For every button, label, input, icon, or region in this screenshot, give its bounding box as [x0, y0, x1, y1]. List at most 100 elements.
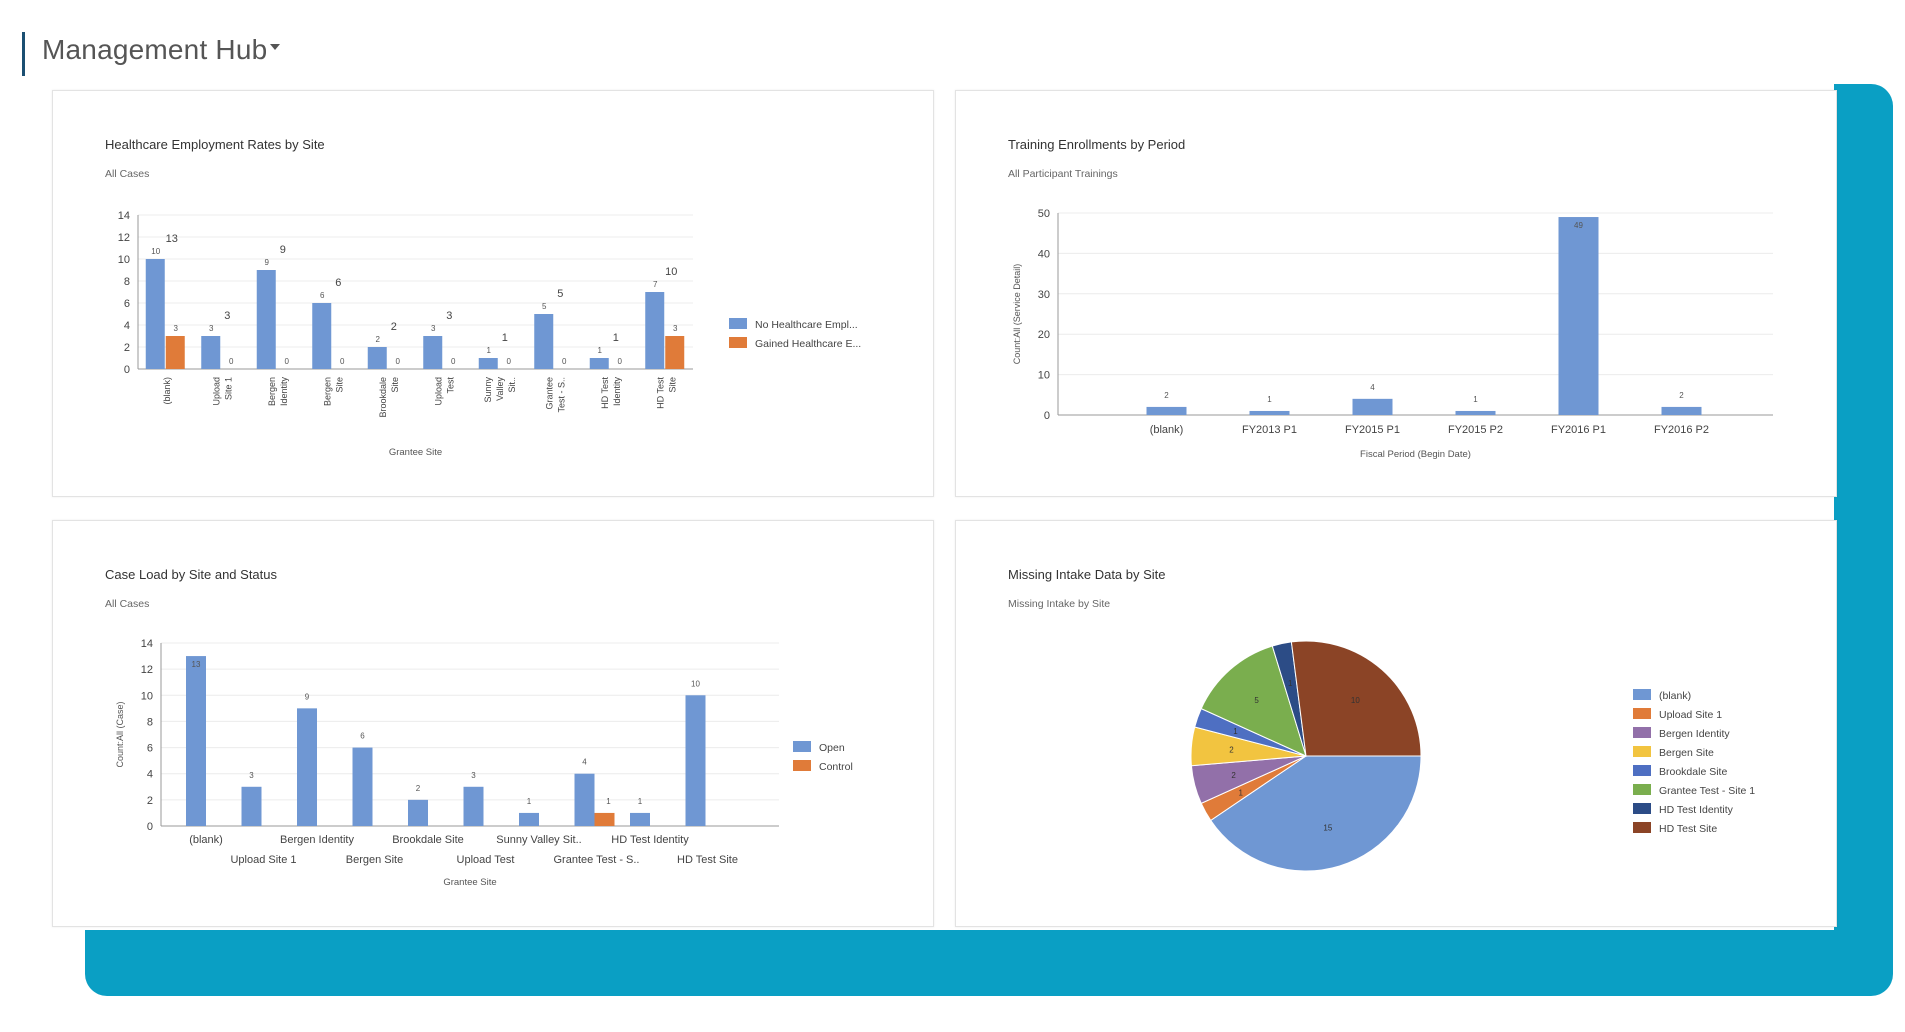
- slice-label: 2: [1231, 771, 1236, 780]
- total-label: 3: [446, 310, 452, 322]
- slice-label: 5: [1254, 696, 1259, 705]
- x-tick-label: Identity: [279, 377, 289, 407]
- bar: [1352, 398, 1393, 415]
- y-tick-label: 40: [1038, 248, 1050, 260]
- training-chart: 0 10 20 30 40 50 Count:All (Service Detail) Fis…: [1012, 208, 1773, 460]
- y-tick-label: 20: [1038, 329, 1050, 341]
- chart-panel-caseload: Case Load by Site and Status All Cases 0…: [52, 520, 934, 927]
- slice-label: 1: [1233, 727, 1238, 736]
- data-label: 0: [562, 357, 567, 366]
- y-tick-label: 14: [118, 210, 130, 222]
- legend-swatch: [793, 760, 811, 771]
- data-label: 1: [487, 346, 492, 355]
- data-label: 1: [598, 346, 603, 355]
- data-label: 13: [192, 660, 201, 669]
- bar: [534, 314, 554, 369]
- y-tick-label: 50: [1038, 208, 1050, 220]
- x-tick-label: Bergen Identity: [280, 834, 354, 846]
- bar: [423, 336, 443, 369]
- legend-label: (blank): [1659, 690, 1691, 702]
- x-tick-label: Upload: [433, 377, 443, 406]
- bar: [1558, 217, 1599, 415]
- chart-panel-training: Training Enrollments by Period All Parti…: [955, 90, 1837, 497]
- bar: [1249, 410, 1290, 415]
- data-label: 3: [471, 771, 476, 780]
- x-tick-label: Grantee Test - S..: [553, 854, 639, 866]
- y-tick-label: 6: [124, 298, 130, 310]
- y-tick-label: 10: [141, 690, 153, 702]
- legend-swatch: [1633, 765, 1651, 776]
- x-tick-label: FY2016 P1: [1551, 424, 1606, 436]
- panel-subtitle: All Participant Trainings: [1008, 168, 1118, 180]
- total-label: 9: [280, 244, 286, 256]
- legend-label: Control: [819, 761, 853, 773]
- x-tick-label: HD Test: [655, 377, 665, 409]
- bar: [367, 347, 387, 369]
- total-label: 2: [391, 321, 397, 333]
- legend-swatch: [1633, 746, 1651, 757]
- legend-swatch: [1633, 784, 1651, 795]
- data-label: 0: [229, 357, 234, 366]
- legend-label: Gained Healthcare E...: [755, 338, 861, 350]
- x-tick-label: Bergen Site: [346, 854, 403, 866]
- y-tick-label: 6: [147, 743, 153, 755]
- bar: [1146, 406, 1187, 415]
- chevron-down-icon[interactable]: [270, 44, 280, 50]
- chart-panel-missing-intake: Missing Intake Data by Site Missing Inta…: [955, 520, 1837, 927]
- data-label: 1: [606, 797, 611, 806]
- app-title[interactable]: Management Hub: [42, 34, 268, 65]
- panel-title: Case Load by Site and Status: [105, 567, 278, 582]
- data-label: 9: [265, 258, 270, 267]
- pie-slice: [1200, 645, 1307, 757]
- y-tick-label: 4: [124, 320, 130, 332]
- bar: [645, 292, 665, 369]
- x-tick-label: Test - S..: [556, 377, 566, 413]
- y-tick-label: 0: [1044, 410, 1050, 422]
- legend-swatch: [729, 318, 747, 329]
- x-tick-label: Sit..: [507, 377, 517, 393]
- x-tick-label: Upload Test: [457, 854, 515, 866]
- x-tick-label: (blank): [189, 834, 223, 846]
- bar: [201, 336, 221, 369]
- data-label: 5: [542, 302, 547, 311]
- legend-label: No Healthcare Empl...: [755, 319, 858, 331]
- pie-slice: [1290, 640, 1422, 757]
- total-label: 6: [335, 277, 341, 289]
- total-label: 13: [166, 233, 178, 245]
- legend-label: HD Test Site: [1659, 823, 1717, 835]
- bar: [312, 303, 332, 369]
- panel-subtitle: All Cases: [105, 168, 150, 180]
- y-tick-label: 0: [124, 364, 130, 376]
- y-tick-label: 8: [147, 716, 153, 728]
- y-tick-label: 2: [147, 795, 153, 807]
- data-label: 0: [507, 357, 512, 366]
- y-tick-label: 10: [118, 254, 130, 266]
- legend-swatch: [1633, 803, 1651, 814]
- panel-title: Healthcare Employment Rates by Site: [105, 137, 325, 152]
- slice-label: 15: [1323, 823, 1332, 832]
- bar: [297, 708, 317, 826]
- total-label: 10: [665, 266, 677, 278]
- legend-label: HD Test Identity: [1659, 804, 1734, 816]
- x-tick-label: Identity: [612, 377, 622, 407]
- pie-slice: [1210, 755, 1422, 872]
- legend-swatch: [1633, 708, 1651, 719]
- data-label: 6: [320, 291, 325, 300]
- x-tick-label: Upload: [211, 377, 221, 406]
- bar: [594, 812, 615, 826]
- total-label: 5: [557, 288, 563, 300]
- x-tick-label: Site: [667, 377, 677, 393]
- data-label: 0: [340, 357, 345, 366]
- y-axis-label: Count:All (Service Detail): [1012, 264, 1022, 365]
- x-axis-label: Grantee Site: [443, 877, 496, 888]
- data-label: 3: [174, 324, 179, 333]
- data-label: 2: [1164, 391, 1169, 400]
- legend-label: Brookdale Site: [1659, 766, 1727, 778]
- x-tick-label: FY2013 P1: [1242, 424, 1297, 436]
- y-tick-label: 12: [118, 232, 130, 244]
- x-tick-label: HD Test: [600, 377, 610, 409]
- bar: [463, 786, 484, 826]
- slice-label: 2: [1229, 746, 1234, 755]
- x-tick-label: Upload Site 1: [230, 854, 296, 866]
